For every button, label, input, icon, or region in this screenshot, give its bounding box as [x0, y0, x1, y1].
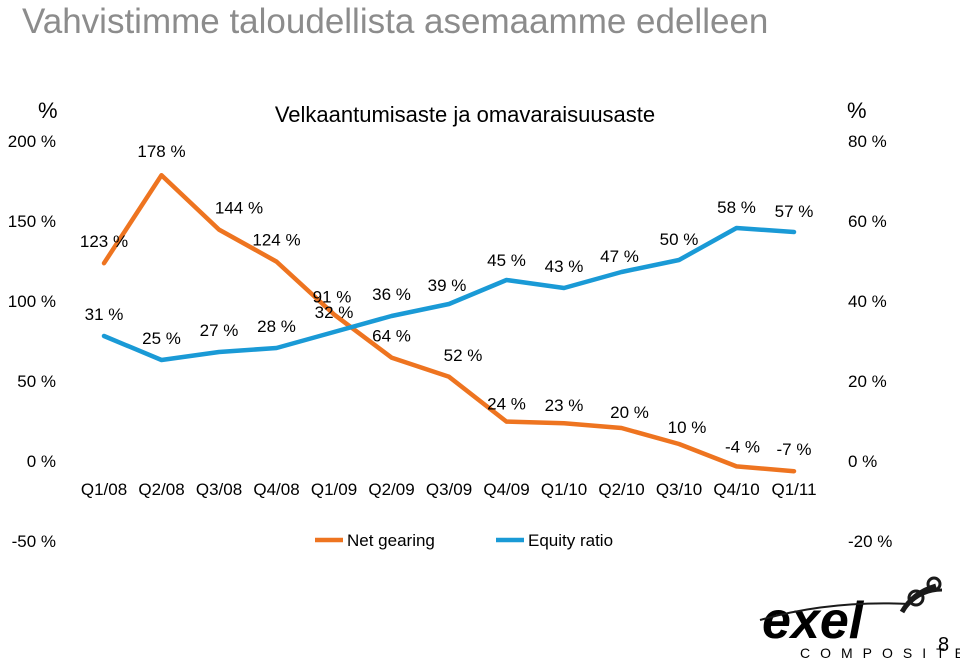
category-label: Q2/08	[138, 480, 184, 499]
data-label: 144 %	[215, 199, 263, 218]
left-tick-label: 100 %	[8, 292, 56, 311]
data-label: 57 %	[775, 202, 814, 221]
left-axis-unit: %	[38, 98, 58, 123]
x-axis: Q1/08 Q2/08 Q3/08 Q4/08 Q1/09 Q2/09 Q3/09 Q4/09…	[81, 480, 817, 499]
data-label: 27 %	[200, 321, 239, 340]
data-label: 32 %	[315, 303, 354, 322]
data-label: 28 %	[257, 317, 296, 336]
data-label: 24 %	[487, 395, 526, 414]
data-label: 178 %	[137, 142, 185, 161]
data-label: 36 %	[372, 285, 411, 304]
data-label: -4 %	[725, 437, 760, 456]
left-tick-label: 200 %	[8, 132, 56, 151]
page-number: 8	[938, 634, 950, 656]
logo-subtitle: COMPOSITES	[800, 645, 960, 661]
logo-swoosh	[759, 602, 911, 621]
data-label: 47 %	[600, 247, 639, 266]
legend-label: Equity ratio	[528, 531, 613, 550]
data-label: 10 %	[668, 418, 707, 437]
left-tick-label: 50 %	[17, 372, 56, 391]
legend-label: Net gearing	[347, 531, 435, 550]
data-label: 58 %	[717, 198, 756, 217]
category-label: Q2/09	[368, 480, 414, 499]
data-labels: 123 % 178 % 144 % 124 % 91 % 64 % 52 % 24 % 23 %…	[80, 142, 813, 459]
left-axis: 200 % 150 % 100 % 50 % 0 % -50 %	[8, 132, 56, 551]
chart-title: Velkaantumisaste ja omavaraisuusaste	[275, 102, 655, 127]
data-label: 123 %	[80, 232, 128, 251]
left-tick-label: 0 %	[27, 452, 56, 471]
right-axis-unit: %	[847, 98, 867, 123]
right-tick-label: 80 %	[848, 132, 887, 151]
category-label: Q3/10	[656, 480, 702, 499]
data-label: 124 %	[252, 231, 300, 250]
legend: Net gearing Equity ratio	[315, 531, 613, 550]
data-label: 31 %	[85, 305, 124, 324]
series-lines	[101, 172, 797, 474]
category-label: Q1/08	[81, 480, 127, 499]
data-label: 23 %	[545, 396, 584, 415]
right-tick-label: 40 %	[848, 292, 887, 311]
data-label: 39 %	[428, 276, 467, 295]
right-tick-label: -20 %	[848, 532, 892, 551]
category-label: Q3/08	[196, 480, 242, 499]
category-label: Q1/11	[771, 480, 816, 499]
right-tick-label: 0 %	[848, 452, 877, 471]
category-label: Q1/10	[541, 480, 587, 499]
data-label: 91 %	[313, 287, 352, 306]
right-tick-label: 20 %	[848, 372, 887, 391]
right-axis: 80 % 60 % 40 % 20 % 0 % -20 %	[848, 132, 892, 551]
data-label: 20 %	[610, 403, 649, 422]
data-label: 45 %	[487, 251, 526, 270]
series-line-net-gearing	[101, 172, 797, 474]
category-label: Q2/10	[598, 480, 644, 499]
data-label: 43 %	[545, 257, 584, 276]
data-label: 25 %	[142, 329, 181, 348]
data-label: -7 %	[777, 440, 812, 459]
category-label: Q3/09	[426, 480, 472, 499]
right-tick-label: 60 %	[848, 212, 887, 231]
exel-logo: exel COMPOSITES	[759, 576, 960, 661]
category-label: Q4/09	[483, 480, 529, 499]
series-line-equity-ratio	[101, 225, 797, 363]
logo-wordmark: exel	[762, 592, 865, 650]
data-label: 64 %	[372, 327, 411, 346]
left-tick-label: -50 %	[12, 532, 56, 551]
data-label: 50 %	[660, 230, 699, 249]
data-label: 52 %	[444, 346, 483, 365]
category-label: Q1/09	[311, 480, 357, 499]
slide-title: Vahvistimme taloudellista asemaamme edel…	[22, 2, 769, 41]
category-label: Q4/08	[253, 480, 299, 499]
logo-swirl-icon	[899, 576, 943, 614]
category-label: Q4/10	[713, 480, 759, 499]
left-tick-label: 150 %	[8, 212, 56, 231]
